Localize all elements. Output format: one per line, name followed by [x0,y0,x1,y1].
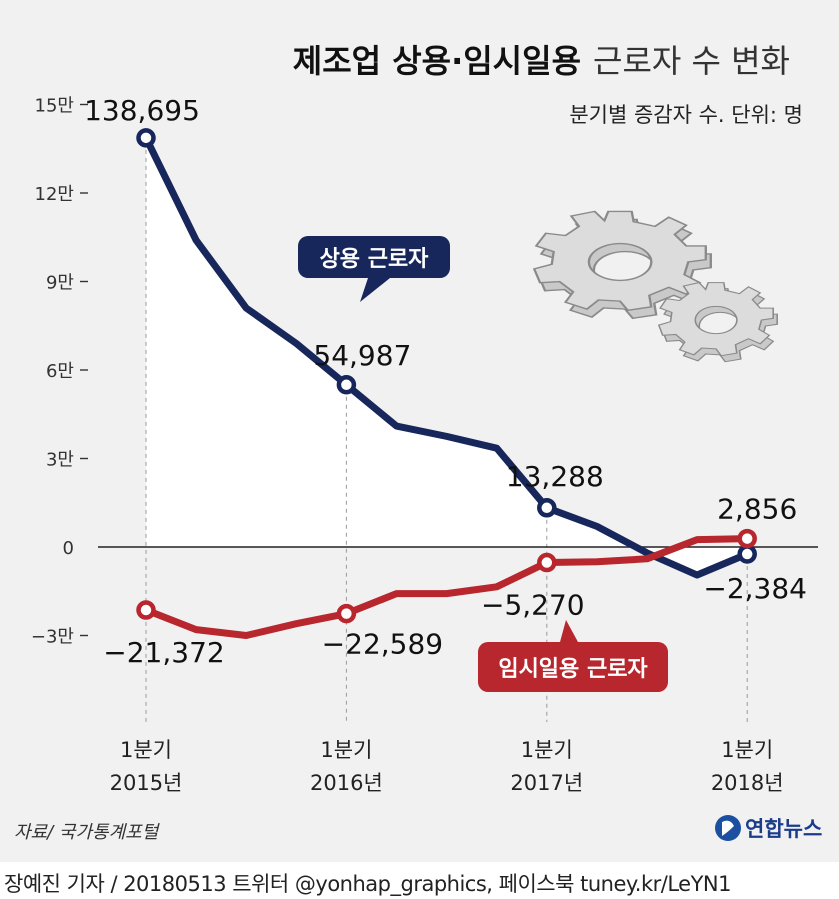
chart-title: 제조업 상용·임시일용 근로자 수 변화 [293,42,790,80]
regular-area-fill [146,137,748,576]
y-tick-label: 3만 [46,450,74,471]
series-point-1 [336,603,357,624]
temporary-callout: 임시일용 근로자 [478,620,668,692]
yonhap-logo-icon [715,815,741,841]
y-axis: −3만 0 3만 6만 9만 12만 15만 [31,96,88,648]
x-tick-year: 2016년 [310,771,383,795]
x-tick-year: 2015년 [110,771,183,795]
series-layer [136,128,757,639]
series-point-1 [537,552,557,573]
x-tick-quarter: 1분기 [521,738,573,762]
chart-card: 제조업 상용·임시일용 근로자 수 변화 분기별 증감자 수. 단위: 명 −3만… [0,0,839,862]
data-label-0-1: 54,987 [313,339,411,372]
series-point-0 [537,498,557,518]
source-note: 자료/ 국가통계포털 [14,822,161,843]
x-tick-quarter: 1분기 [721,738,773,762]
y-tick-label: 12만 [35,184,74,205]
data-label-1-0: −21,372 [103,636,224,669]
temporary-callout-label: 임시일용 근로자 [498,657,648,682]
y-tick-label: 9만 [46,273,74,294]
x-axis: 1분기 2015년 1분기 2016년 1분기 2017년 1분기 2018년 [110,738,784,795]
data-label-1-3: 2,856 [717,493,797,526]
x-tick-quarter: 1분기 [320,738,372,762]
series-point-0 [336,375,357,395]
series-point-0 [737,544,757,564]
y-tick-label: 0 [63,538,74,559]
data-label-1-1: −22,589 [322,628,443,661]
series-point-1 [737,528,757,549]
y-tick-label: −3만 [31,627,74,648]
series-point-0 [136,128,156,148]
y-tick-label: 6만 [46,361,74,382]
regular-area [146,137,748,576]
x-tick-year: 2018년 [711,771,784,795]
data-labels: 138,695 54,987 13,288 −2,384 −21,372 −22,589 −… [84,94,807,669]
series-point-1 [136,600,156,620]
data-label-0-0: 138,695 [84,94,200,127]
chart-subtitle: 분기별 증감자 수. 단위: 명 [569,103,803,127]
data-label-1-2: −5,270 [481,589,585,622]
regular-callout: 상용 근로자 [298,236,450,302]
series-line-1 [142,535,751,639]
data-label-0-2: 13,288 [506,460,604,493]
x-tick-year: 2017년 [510,771,583,795]
regular-callout-label: 상용 근로자 [320,247,430,272]
data-label-0-3: −2,384 [703,572,807,605]
line-chart: 제조업 상용·임시일용 근로자 수 변화 분기별 증감자 수. 단위: 명 −3만… [14,42,822,843]
x-tick-quarter: 1분기 [120,738,172,762]
logo-text: 연합뉴스 [745,817,822,841]
series-line-0 [142,134,751,579]
gears-icon [533,210,778,363]
title-light: 근로자 수 변화 [593,42,790,80]
title-bold: 제조업 상용·임시일용 [293,42,581,80]
credit-line: 장예진 기자 / 20180513 트위터 @yonhap_graphics, … [4,872,732,896]
y-tick-label: 15만 [35,96,74,117]
